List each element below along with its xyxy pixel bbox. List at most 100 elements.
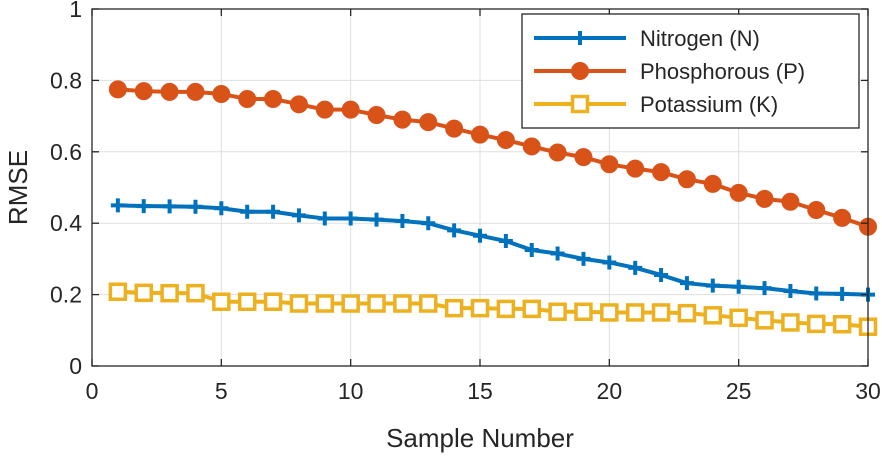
data-point <box>729 183 748 202</box>
data-point <box>781 192 800 211</box>
y-axis-label: RMSE <box>3 150 33 225</box>
data-point <box>522 137 541 156</box>
data-point <box>703 306 723 325</box>
data-point <box>755 189 774 208</box>
data-point <box>136 199 151 214</box>
data-point <box>291 208 306 223</box>
data-point <box>524 242 539 257</box>
data-point <box>651 303 671 322</box>
data-point <box>548 302 567 321</box>
data-point <box>367 294 386 313</box>
legend-entry: Phosphorous (P) <box>534 59 805 84</box>
y-tick-label: 0.4 <box>50 210 82 236</box>
data-point <box>212 292 231 311</box>
data-point <box>548 143 567 162</box>
data-point <box>625 303 645 322</box>
data-point <box>263 292 283 311</box>
series-0 <box>110 198 875 302</box>
data-point <box>134 283 153 303</box>
data-point <box>755 311 774 330</box>
data-point <box>576 251 591 266</box>
y-tick-label: 0 <box>69 353 82 379</box>
data-point <box>341 294 360 313</box>
data-point <box>652 163 671 182</box>
data-point <box>419 294 438 313</box>
data-point <box>214 201 229 216</box>
data-point <box>367 106 386 125</box>
data-point <box>419 113 438 132</box>
data-point <box>628 260 643 275</box>
x-tick-label: 20 <box>597 378 623 404</box>
data-point <box>600 303 619 322</box>
data-point <box>369 212 384 227</box>
data-point <box>212 84 231 103</box>
data-point <box>162 199 177 214</box>
data-point <box>731 279 746 294</box>
data-point <box>574 148 593 167</box>
data-point <box>654 267 669 282</box>
data-point <box>395 214 410 229</box>
legend-entry: Nitrogen (N) <box>534 26 760 51</box>
data-point <box>188 199 203 214</box>
data-point <box>574 302 593 321</box>
data-point <box>186 283 205 303</box>
data-point <box>317 211 332 226</box>
x-tick-label: 15 <box>467 378 493 404</box>
data-point <box>186 82 205 101</box>
data-point <box>341 100 360 119</box>
data-point <box>444 298 464 318</box>
data-point <box>238 89 257 108</box>
x-tick-label: 5 <box>215 378 228 404</box>
data-point <box>421 216 436 231</box>
data-point <box>835 286 850 301</box>
data-point <box>470 298 490 318</box>
x-axis-label: Sample Number <box>386 423 574 453</box>
data-point <box>677 170 696 189</box>
data-point <box>600 155 619 174</box>
data-point <box>471 125 489 144</box>
y-tick-label: 0.2 <box>50 282 82 308</box>
data-point <box>264 89 283 108</box>
data-point <box>266 204 281 219</box>
data-point <box>237 292 257 311</box>
data-point <box>289 294 309 313</box>
data-point <box>496 131 515 150</box>
data-point <box>729 308 748 328</box>
data-point <box>447 223 462 238</box>
data-point <box>315 294 335 313</box>
legend-label: Phosphorous (P) <box>640 59 805 84</box>
data-point <box>134 82 153 101</box>
data-point <box>289 95 308 114</box>
data-point <box>498 234 513 249</box>
data-point <box>705 278 720 293</box>
data-point <box>445 119 464 138</box>
legend-marker <box>570 94 590 114</box>
data-point <box>110 198 125 213</box>
data-point <box>677 303 697 323</box>
data-point <box>781 313 800 332</box>
data-point <box>473 228 487 243</box>
data-point <box>343 211 358 226</box>
data-point <box>626 159 645 178</box>
series-layer <box>108 80 878 336</box>
y-tick-label: 0.8 <box>50 67 82 93</box>
data-point <box>108 80 127 99</box>
data-point <box>496 299 516 319</box>
data-point <box>807 200 826 219</box>
data-point <box>783 284 798 299</box>
data-point <box>807 314 826 334</box>
axes-ticks: 0 5 10 15 20 25 30 0 0.2 0.4 0.6 0.8 1 <box>50 0 881 404</box>
data-point <box>679 276 694 291</box>
data-point <box>832 314 852 334</box>
legend: Nitrogen (N) Phosphorous (P) Potassium (K) <box>521 13 860 129</box>
data-point <box>809 286 824 301</box>
legend-marker <box>571 62 589 80</box>
series-2 <box>108 282 878 336</box>
x-tick-label: 25 <box>726 378 752 404</box>
series-line <box>117 203 869 297</box>
y-tick-label: 1 <box>69 0 82 22</box>
legend-label: Potassium (K) <box>640 92 778 117</box>
data-point <box>393 110 412 129</box>
data-point <box>757 281 772 296</box>
